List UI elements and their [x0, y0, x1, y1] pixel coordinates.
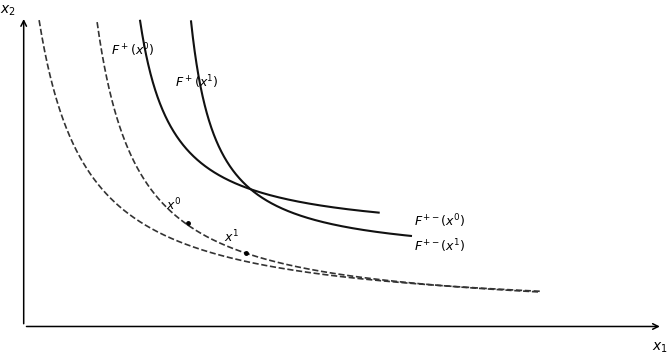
Text: $F^{+-}(x^0)$: $F^{+-}(x^0)$ [414, 213, 465, 230]
Text: $x_2$: $x_2$ [0, 3, 15, 18]
Text: $F^{+-}(x^1)$: $F^{+-}(x^1)$ [414, 238, 465, 255]
Text: $F^+(x^0)$: $F^+(x^0)$ [111, 42, 155, 59]
Text: $F^+(x^1)$: $F^+(x^1)$ [175, 73, 219, 91]
Text: $x_1$: $x_1$ [652, 341, 667, 355]
Text: $x^0$: $x^0$ [166, 197, 181, 214]
Text: $x^1$: $x^1$ [224, 229, 239, 245]
